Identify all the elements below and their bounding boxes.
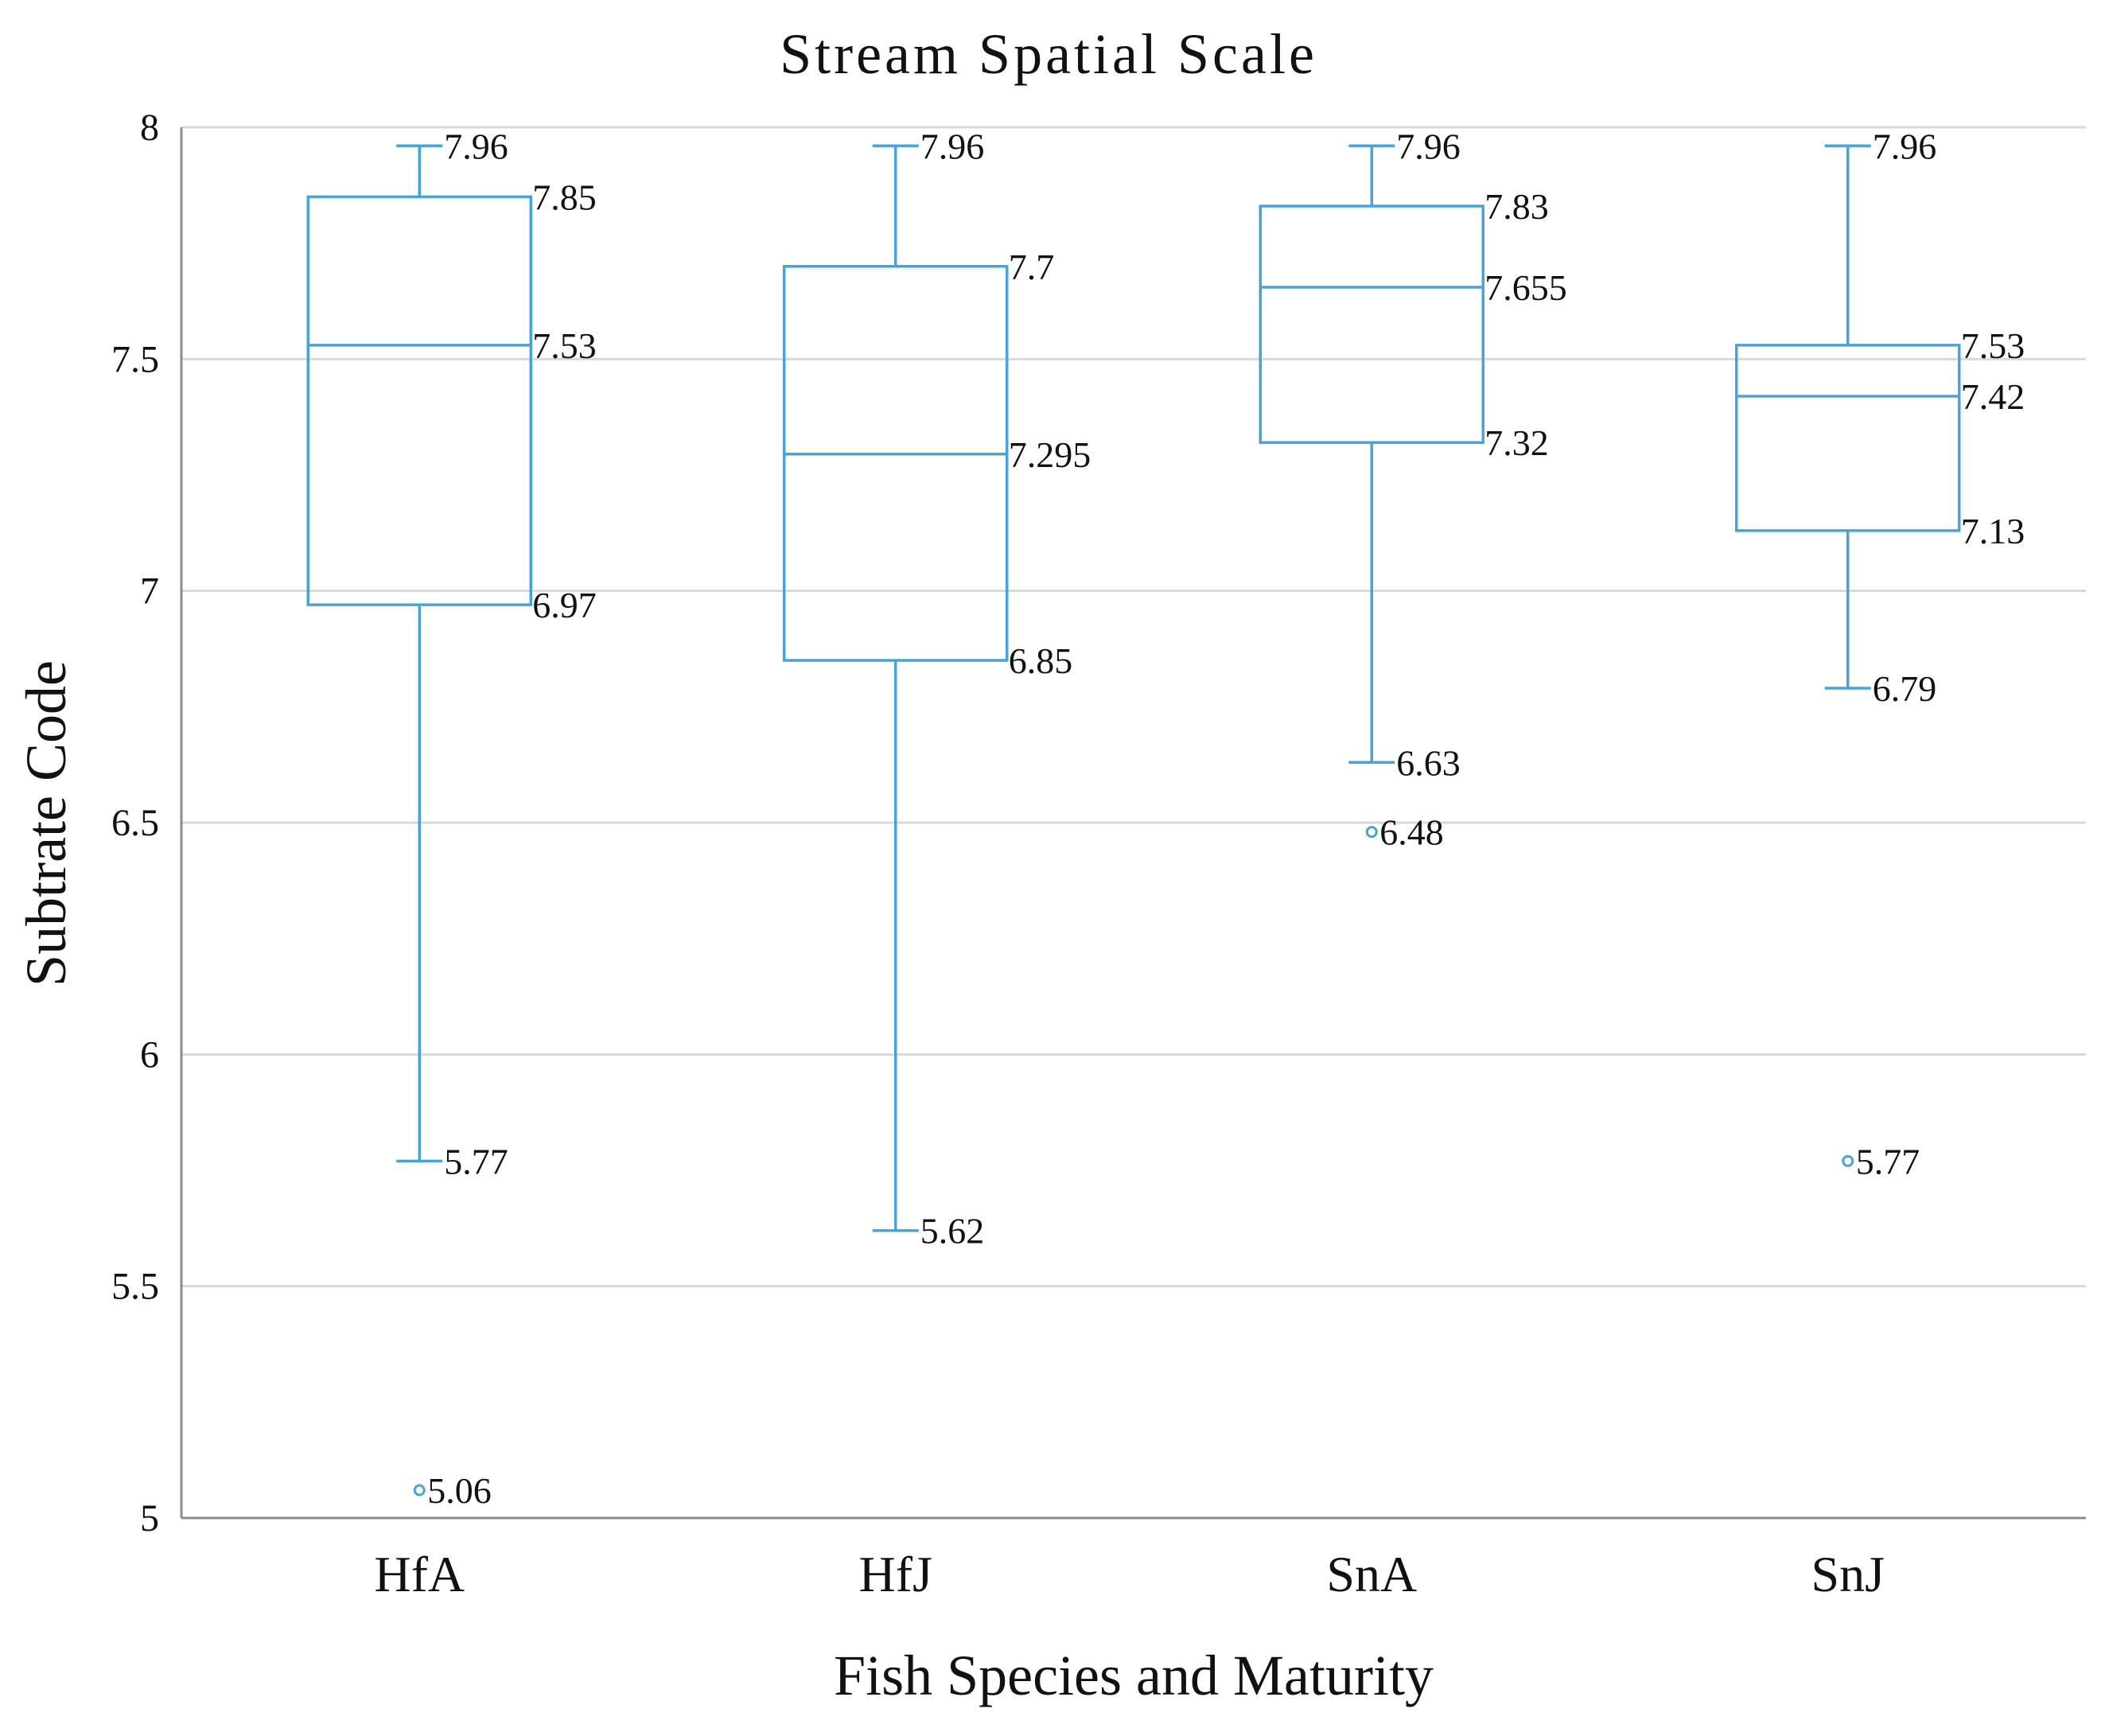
box-group <box>1259 144 1484 839</box>
median-label: 7.42 <box>1961 376 2025 417</box>
q1-label: 7.32 <box>1484 422 1549 463</box>
q1-label: 7.13 <box>1961 511 2025 551</box>
median-label: 7.655 <box>1484 267 1567 308</box>
x-axis-title: Fish Species and Maturity <box>834 1644 1434 1707</box>
y-tick-label: 6 <box>140 1033 159 1076</box>
q3-label: 7.85 <box>532 177 597 217</box>
y-tick-label: 7.5 <box>111 338 159 380</box>
y-tick-label: 7 <box>140 570 159 613</box>
x-tick-label: HfA <box>374 1546 465 1602</box>
box-group <box>306 144 532 1497</box>
axes-layer <box>180 127 2086 1520</box>
whisker-low-label: 6.79 <box>1873 668 1937 709</box>
q3-label: 7.83 <box>1484 186 1549 227</box>
q1-label: 6.97 <box>532 585 597 625</box>
x-tick-label: SnA <box>1326 1546 1417 1602</box>
q3-label: 7.53 <box>1961 325 2025 366</box>
box-group <box>783 144 1009 1232</box>
boxes-layer <box>306 144 1961 1497</box>
grid-layer <box>181 126 2086 1288</box>
y-tick-label: 5.5 <box>111 1266 159 1308</box>
box-rect <box>1259 204 1484 444</box>
whisker-low-label: 5.77 <box>444 1141 508 1181</box>
whisker-high-label: 7.96 <box>444 126 508 166</box>
whisker-low-label: 6.63 <box>1396 742 1461 783</box>
whisker-low-label: 5.62 <box>920 1211 985 1251</box>
q1-label: 6.85 <box>1009 640 1073 681</box>
outlier-point <box>1842 1154 1854 1167</box>
chart-title: Stream Spatial Scale <box>780 22 1317 86</box>
y-tick-label: 8 <box>140 107 159 149</box>
box-group <box>1735 144 1961 1167</box>
box-rect <box>1735 344 1961 532</box>
y-tick-label: 5 <box>140 1497 159 1539</box>
whisker-high-label: 7.96 <box>1396 126 1461 166</box>
y-tick-label: 6.5 <box>111 802 159 844</box>
outlier-label: 6.48 <box>1379 812 1444 853</box>
box-rect <box>783 265 1009 662</box>
x-tick-label: SnJ <box>1811 1546 1885 1602</box>
box-rect <box>306 195 532 606</box>
whisker-high-label: 7.96 <box>1873 126 1937 166</box>
y-axis-title: Subtrate Code <box>14 660 78 987</box>
outlier-label: 5.77 <box>1856 1141 1920 1181</box>
x-tick-label: HfJ <box>859 1546 932 1602</box>
outlier-point <box>1365 826 1378 839</box>
outlier-point <box>413 1484 426 1497</box>
outlier-label: 5.06 <box>427 1470 492 1511</box>
median-label: 7.295 <box>1009 434 1091 475</box>
median-label: 7.53 <box>532 325 597 366</box>
whisker-high-label: 7.96 <box>920 126 985 166</box>
labels-layer: 5 5.5 6 6.5 7 7.5 8 HfA HfJ SnA SnJ 5.06 7.96 5.77 7.8… <box>111 107 2025 1602</box>
q3-label: 7.7 <box>1009 247 1055 287</box>
